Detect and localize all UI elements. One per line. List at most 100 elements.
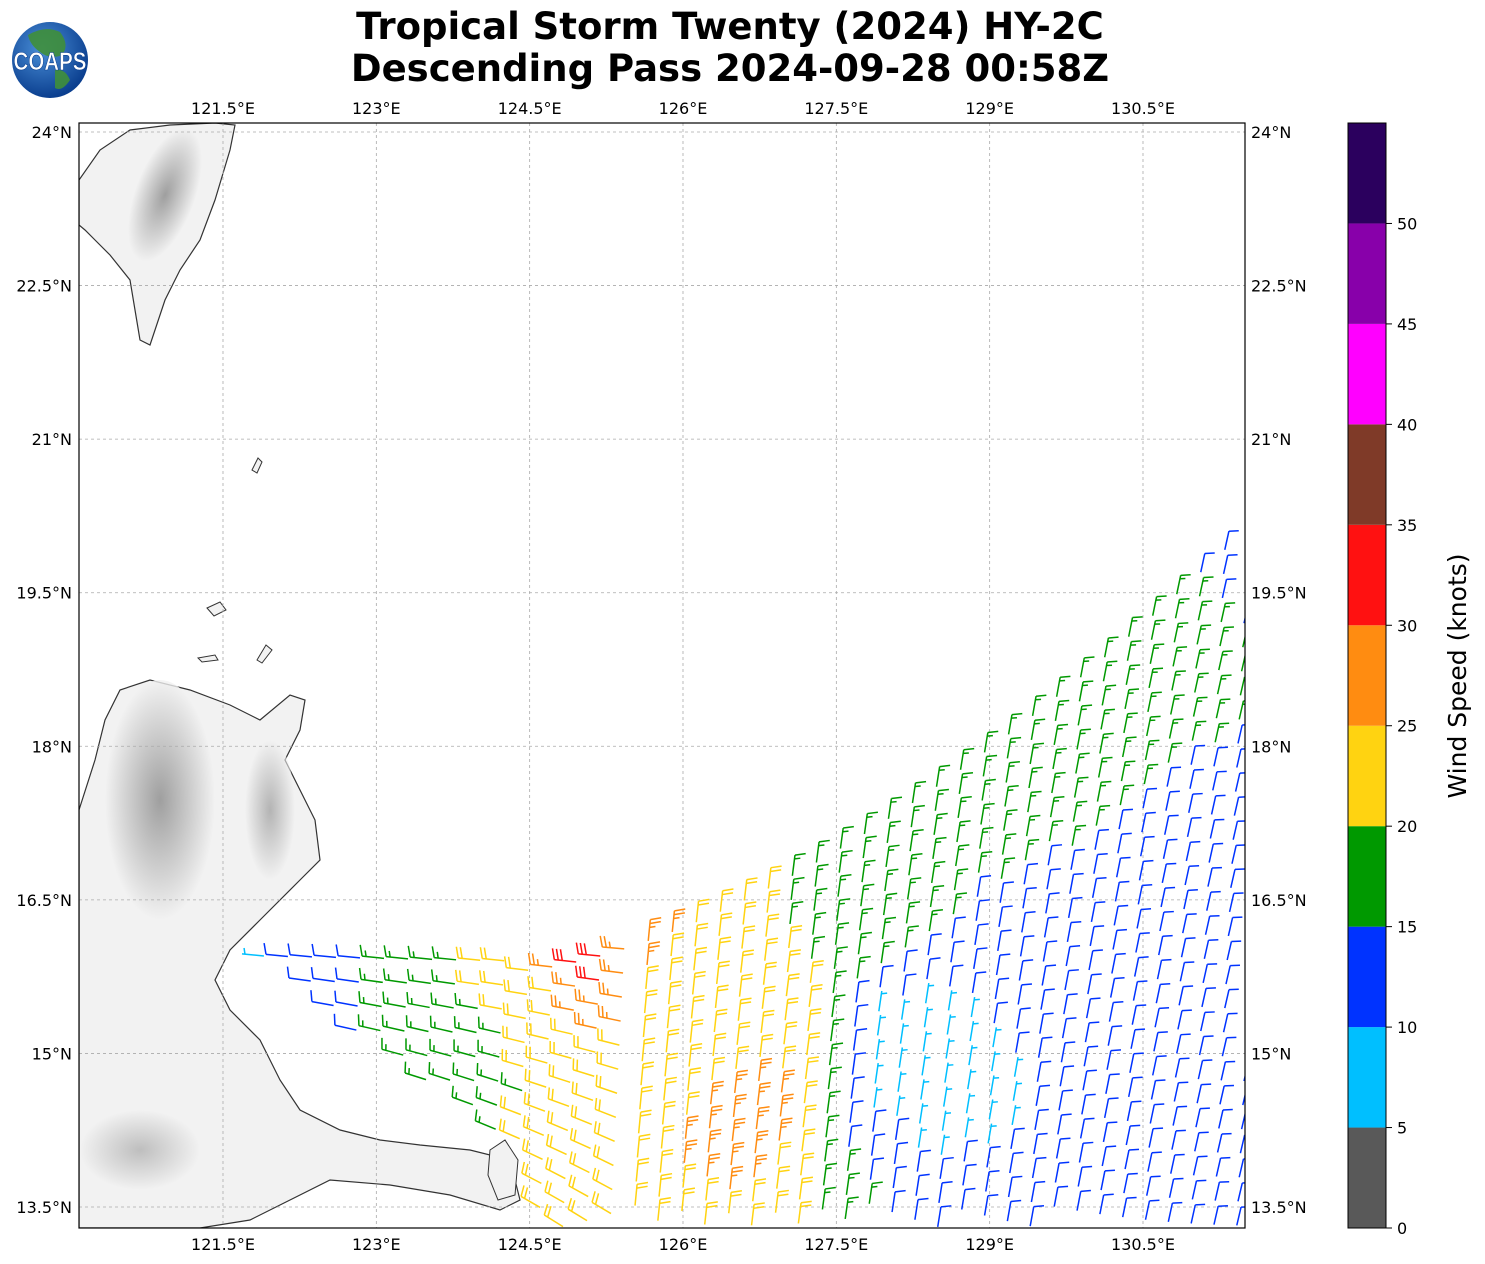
wind-barb [658,1172,673,1197]
wind-barb [1034,1108,1049,1131]
wind-barb [1090,901,1106,923]
wind-barb [1063,993,1078,1015]
wind-barb-feather [639,1133,651,1137]
wind-barb-feather [1028,838,1040,842]
wind-barb-half-feather [877,1064,884,1067]
wind-barb [909,828,924,852]
wind-barb-feather [454,969,458,982]
terrain-sierra-madre [245,740,295,880]
wind-barb [1040,988,1055,1010]
wind-barb [844,1196,859,1220]
wind-barb-staff [1034,1110,1040,1131]
wind-barb-feather [527,1093,530,1105]
wind-barb-feather [521,1138,526,1151]
wind-barb-staff [848,1126,853,1147]
wind-barb-half-feather [887,873,894,876]
wind-barb-feather [1185,937,1196,940]
wind-barb [431,946,457,961]
wind-barb [1046,868,1061,890]
wind-barb-feather [982,826,994,830]
wind-barb-feather [503,956,508,968]
wind-barb-staff [921,1055,926,1076]
wind-barb-staff [971,972,977,994]
wind-barb-feather [802,1156,814,1160]
wind-barb-feather [530,1000,533,1012]
wind-barb-staff [1107,1026,1113,1046]
wind-barb-feather [1128,688,1140,691]
wind-barb [886,820,901,843]
wind-barb [1198,1035,1214,1056]
wind-barb-feather [856,1028,868,1031]
colorbar-tick-label: 45 [1397,315,1417,334]
wind-barb-feather [523,1092,527,1104]
wind-barb-feather [737,1049,749,1053]
wind-barb-feather [1007,809,1018,812]
wind-barb [924,983,935,1004]
wind-barb [549,1017,573,1035]
wind-barb-feather [801,1180,813,1184]
wind-barb [1144,1199,1160,1220]
wind-barb [962,1163,977,1186]
wind-barb [1144,739,1160,761]
wind-barb [665,1028,680,1053]
wind-barb [846,1148,862,1171]
wind-barb-feather [1081,1165,1093,1169]
wind-barb-feather [757,1130,769,1134]
wind-barb-feather [1203,576,1214,579]
wind-barb [809,959,824,983]
wind-barb [407,945,433,961]
wind-barb-feather [659,1200,671,1205]
wind-barb-feather [847,1196,859,1200]
wind-barb [549,1040,572,1059]
wind-barb-half-feather [817,868,824,871]
wind-barb-feather [734,1121,746,1125]
wind-barb [1100,708,1115,730]
wind-barb-feather [547,1087,551,1099]
wind-barb-staff [1224,531,1230,550]
wind-barb [1085,997,1101,1019]
wind-barb-half-feather [388,950,391,958]
wind-barb [1030,718,1046,741]
wind-barb [1167,1201,1183,1222]
wind-barb [785,973,800,997]
wind-barb [599,935,625,950]
wind-barb [862,835,877,859]
wind-barb-feather [956,892,968,895]
wind-barb-feather [1151,691,1162,694]
wind-barb-staff [1141,813,1147,833]
wind-barb-staff [1040,989,1046,1010]
wind-barb-staff [1153,1032,1159,1052]
wind-barb-staff [920,1079,925,1100]
wind-barb [502,1002,526,1020]
wind-barb [1162,838,1178,859]
wind-barb [1051,771,1066,794]
wind-barb [1202,963,1218,984]
wind-barb-feather [520,1185,525,1197]
colorbar-bin [1348,123,1386,224]
land-batanes [251,457,263,474]
wind-barb-feather [770,865,782,869]
wind-barb [759,1033,774,1057]
wind-barb [1009,1151,1024,1174]
wind-barb-feather [743,949,755,953]
wind-barb [776,1165,791,1189]
wind-barb [1105,1073,1120,1094]
wind-barb [429,1038,452,1057]
wind-barb-feather [741,973,753,977]
wind-barb-feather [1095,901,1106,904]
wind-barb-feather [754,1181,766,1185]
wind-barb-half-feather [842,830,849,833]
wind-barb [954,844,970,867]
wind-barb [1237,724,1245,744]
wind-barb-half-feather [709,1137,716,1140]
wind-barb [922,1031,932,1052]
wind-barb-staff [1233,797,1240,816]
wind-barb-feather [598,981,601,994]
wind-barb [666,1004,681,1029]
lat-tick-label: 18°N [1251,737,1291,756]
wind-barb-feather [1063,1065,1075,1068]
wind-barb-staff [1198,1036,1205,1056]
wind-barb-staff [1213,747,1219,767]
wind-barb-half-feather [608,941,612,948]
wind-barb-staff [1204,916,1211,935]
